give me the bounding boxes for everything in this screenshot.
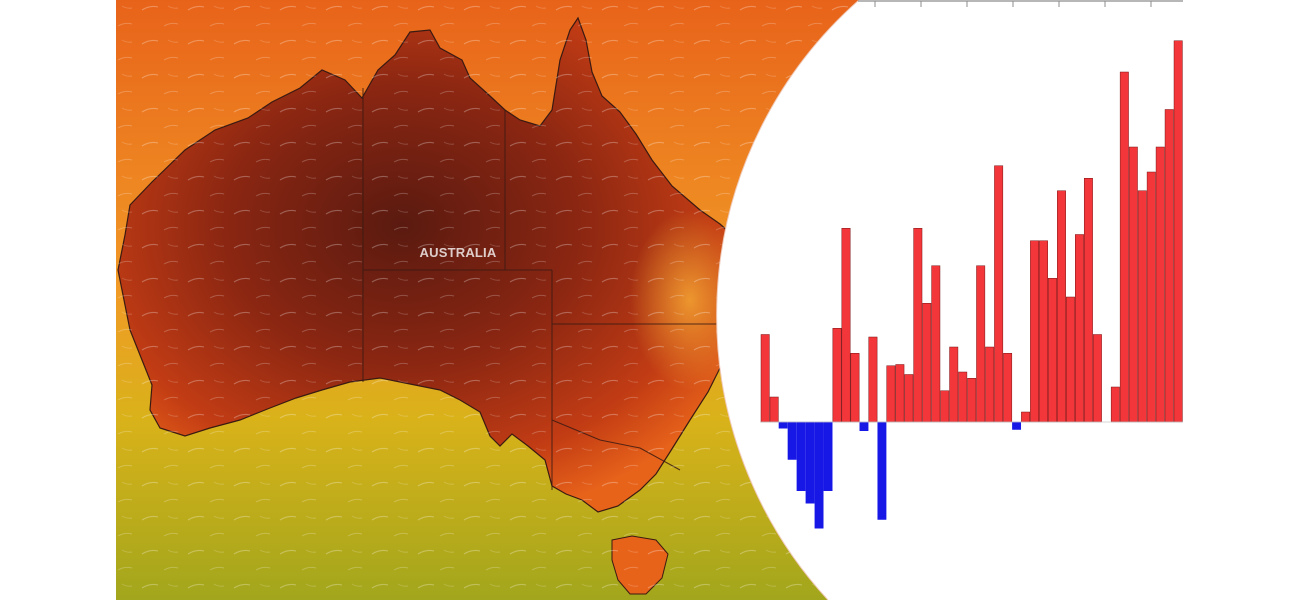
- wind-streak-overlay: [116, 0, 859, 600]
- bar-positive: [1030, 240, 1039, 423]
- bar-positive: [841, 228, 851, 423]
- bar-positive: [1119, 71, 1129, 423]
- bar-positive: [985, 346, 995, 423]
- chart-bars: [760, 40, 1183, 529]
- bar-positive: [1164, 109, 1174, 423]
- bar-positive: [1155, 146, 1165, 423]
- bar-positive: [1075, 234, 1084, 423]
- bar-positive: [1021, 411, 1031, 423]
- region-label: AUSTRALIA: [420, 245, 497, 260]
- bar-negative: [1012, 421, 1022, 430]
- panel-divider-curve: [716, 0, 860, 600]
- bar-positive: [1003, 353, 1013, 423]
- bar-positive: [1173, 40, 1183, 423]
- bar-positive: [904, 374, 914, 423]
- bar-positive: [769, 396, 779, 423]
- bar-negative: [877, 421, 887, 520]
- bar-positive: [1128, 146, 1138, 423]
- bar-positive: [1048, 278, 1057, 423]
- bar-positive: [913, 228, 923, 423]
- bar-positive: [931, 265, 941, 423]
- bar-positive: [1146, 171, 1156, 423]
- bar-positive: [940, 390, 950, 423]
- bar-negative: [814, 421, 824, 529]
- bar-positive: [1137, 190, 1147, 423]
- bar-positive: [1039, 240, 1048, 423]
- bar-positive: [850, 353, 860, 423]
- bar-positive: [1057, 190, 1066, 423]
- bar-positive: [1110, 386, 1120, 423]
- bar-positive: [886, 365, 896, 423]
- bar-chart-panel: [760, 0, 1183, 529]
- bar-positive: [760, 334, 770, 423]
- bar-positive: [922, 303, 932, 423]
- bar-positive: [967, 378, 977, 423]
- bar-positive: [895, 364, 905, 423]
- bar-positive: [958, 371, 968, 423]
- bar-negative: [805, 421, 815, 504]
- bar-positive: [1066, 296, 1075, 423]
- bar-negative: [859, 421, 869, 431]
- bar-positive: [976, 265, 986, 423]
- bar-positive: [868, 336, 878, 423]
- bar-negative: [823, 421, 833, 491]
- bar-negative: [778, 421, 788, 429]
- bar-positive: [832, 328, 842, 423]
- bar-positive: [994, 165, 1004, 423]
- bar-positive: [1083, 178, 1093, 423]
- bar-negative: [787, 421, 797, 460]
- bar-negative: [796, 421, 806, 491]
- bar-positive: [949, 346, 959, 423]
- heat-map-panel: AUSTRALIA: [116, 0, 859, 600]
- chart-top-ticks: [874, 1, 1152, 7]
- bar-positive: [1092, 334, 1102, 423]
